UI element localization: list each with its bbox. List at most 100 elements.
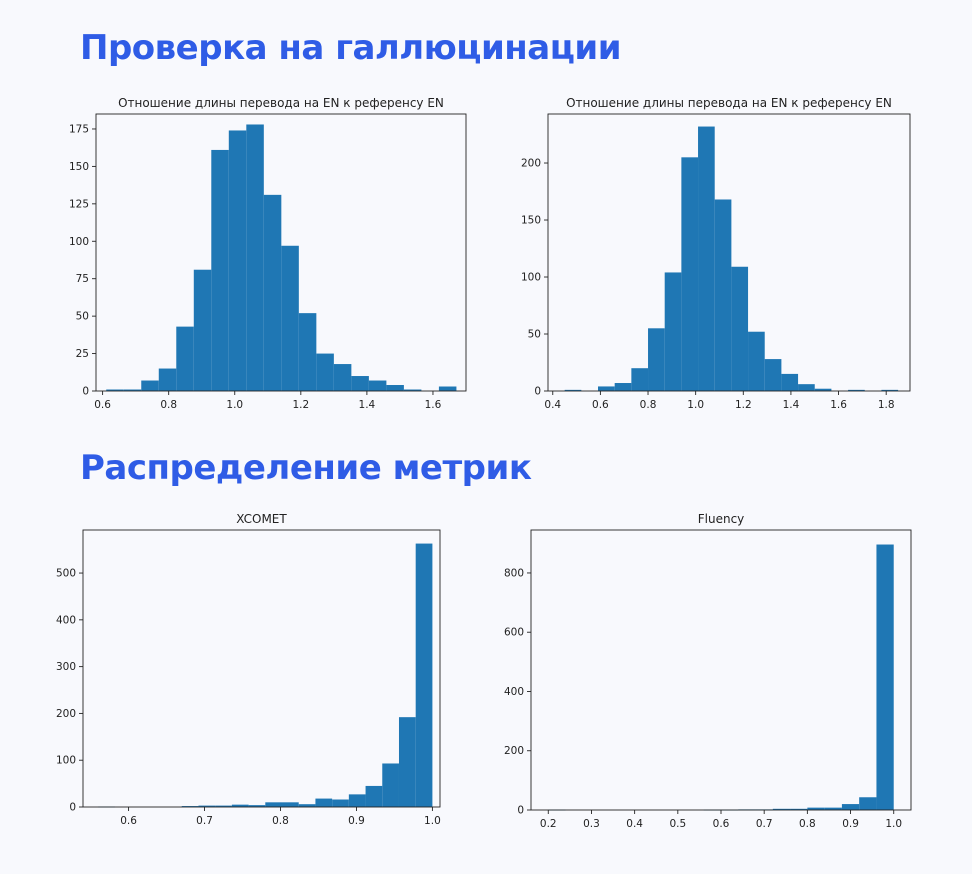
histogram-bar xyxy=(876,544,894,810)
histogram-bar xyxy=(123,389,142,391)
histogram-bar xyxy=(807,807,825,810)
histogram-bar xyxy=(348,794,366,807)
histogram-bar xyxy=(403,389,422,391)
histogram-bar xyxy=(211,149,229,391)
y-tick-label: 0 xyxy=(517,805,524,817)
histogram-bar xyxy=(176,326,194,391)
histogram-bar xyxy=(282,802,299,807)
x-tick-label: 0.6 xyxy=(94,399,111,411)
x-tick-label: 0.9 xyxy=(348,815,365,827)
plot-frame xyxy=(547,113,911,392)
histogram-bar xyxy=(315,798,333,807)
section-title-metrics: Распределение метрик xyxy=(80,448,532,488)
x-tick-label: 1.2 xyxy=(292,399,309,411)
y-tick-label: 50 xyxy=(528,329,541,341)
x-tick-label: 1.6 xyxy=(830,399,847,411)
histogram-bar xyxy=(386,385,404,391)
x-tick-label: 0.8 xyxy=(799,818,816,830)
plot-frame xyxy=(530,529,912,811)
y-tick-label: 600 xyxy=(504,627,524,639)
histogram-bar xyxy=(106,389,124,391)
histogram-bar xyxy=(298,804,316,807)
histogram-bar xyxy=(281,245,299,391)
histogram-bar xyxy=(438,386,457,391)
histogram-bar xyxy=(848,389,865,391)
histogram-bar xyxy=(731,266,749,391)
x-tick-label: 0.6 xyxy=(592,399,609,411)
x-tick-label: 0.5 xyxy=(669,818,686,830)
y-tick-label: 400 xyxy=(56,614,76,626)
x-tick-label: 1.0 xyxy=(424,815,441,827)
histogram-bar xyxy=(798,384,815,391)
histogram-bar xyxy=(841,804,860,810)
x-tick-label: 0.7 xyxy=(756,818,773,830)
x-tick-label: 0.8 xyxy=(640,399,657,411)
histogram-bar xyxy=(614,383,632,391)
plot-frame xyxy=(95,113,467,392)
histogram-bar xyxy=(382,763,399,807)
histogram-bar xyxy=(298,313,317,391)
histogram-bar xyxy=(648,328,665,391)
histogram-bar xyxy=(231,804,249,807)
y-tick-label: 0 xyxy=(534,386,541,398)
histogram-length-ratio-1: 0.6 0.8 1.0 1.2 1.4 1.6 0 25 50 75 100 125 150 175 Отн… xyxy=(50,92,480,412)
y-tick-label: 200 xyxy=(504,745,524,757)
histogram-bar xyxy=(365,785,383,807)
x-tick-label: 0.8 xyxy=(160,399,177,411)
y-tick-label: 175 xyxy=(69,123,89,135)
chart-title: Fluency xyxy=(698,512,745,526)
histogram-bar xyxy=(351,376,369,391)
histogram-bar xyxy=(415,543,433,807)
x-tick-label: 1.6 xyxy=(425,399,442,411)
y-tick-label: 200 xyxy=(521,158,541,170)
y-tick-label: 75 xyxy=(76,273,89,285)
chart-title: Отношение длины перевода на EN к референ… xyxy=(118,96,444,110)
y-tick-label: 50 xyxy=(76,311,89,323)
histogram-bar xyxy=(141,380,159,391)
histogram-bar xyxy=(193,269,212,391)
histogram-bar xyxy=(764,359,782,391)
x-tick-label: 0.6 xyxy=(120,815,137,827)
x-tick-label: 0.7 xyxy=(196,815,213,827)
x-tick-label: 1.8 xyxy=(878,399,895,411)
x-tick-label: 1.4 xyxy=(359,399,376,411)
histogram-bar xyxy=(698,126,715,391)
x-tick-label: 0.4 xyxy=(626,818,643,830)
chart-title: Отношение длины перевода на EN к референ… xyxy=(566,96,892,110)
y-tick-label: 150 xyxy=(69,161,89,173)
histogram-bar xyxy=(215,805,232,807)
histogram-bar xyxy=(714,199,732,391)
y-tick-label: 0 xyxy=(69,802,76,814)
histogram-bar xyxy=(664,272,682,391)
histogram-bar xyxy=(181,806,199,807)
histogram-bar xyxy=(316,353,334,391)
histogram-bar xyxy=(265,802,283,807)
x-tick-label: 0.3 xyxy=(583,818,600,830)
histogram-bar xyxy=(398,717,416,807)
x-tick-label: 1.0 xyxy=(687,399,704,411)
histogram-bar xyxy=(859,797,877,810)
x-tick-label: 0.2 xyxy=(540,818,557,830)
y-tick-label: 800 xyxy=(504,567,524,579)
histogram-bar xyxy=(198,805,216,807)
y-tick-label: 125 xyxy=(69,198,89,210)
histogram-bar xyxy=(246,124,264,392)
histogram-bar xyxy=(263,194,282,391)
histogram-bar xyxy=(781,373,799,391)
histogram-length-ratio-2: 0.4 0.6 0.8 1.0 1.2 1.4 1.6 1.8 0 50 100 150 200 Отно… xyxy=(500,92,930,412)
y-tick-label: 200 xyxy=(56,708,76,720)
histogram-bar xyxy=(772,808,791,810)
y-tick-label: 100 xyxy=(521,272,541,284)
histogram-bar xyxy=(228,130,247,391)
section-title-hallucination: Проверка на галлюцинации xyxy=(80,28,622,68)
x-tick-label: 0.8 xyxy=(272,815,289,827)
x-tick-label: 1.4 xyxy=(783,399,800,411)
plot-frame xyxy=(82,529,441,808)
histogram-bar xyxy=(748,331,765,391)
x-tick-label: 0.9 xyxy=(842,818,859,830)
histogram-xcomet: 0.6 0.7 0.8 0.9 1.0 0 100 200 300 400 500 XCOMET xyxy=(40,508,460,828)
y-tick-label: 25 xyxy=(76,348,89,360)
x-tick-label: 1.0 xyxy=(226,399,243,411)
x-tick-label: 1.0 xyxy=(885,818,902,830)
y-tick-label: 500 xyxy=(56,568,76,580)
